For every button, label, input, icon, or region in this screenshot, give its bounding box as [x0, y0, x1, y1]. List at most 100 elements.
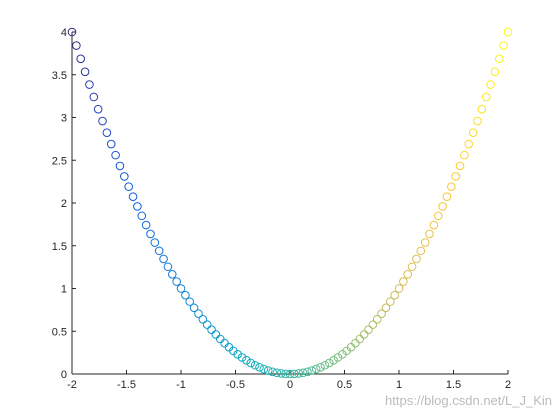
point — [438, 202, 447, 211]
point — [481, 92, 491, 102]
point — [207, 325, 216, 334]
point — [242, 356, 251, 365]
point — [163, 262, 173, 272]
point — [394, 284, 404, 293]
point — [189, 303, 199, 313]
point — [503, 27, 513, 37]
point — [259, 364, 269, 374]
y-tick-label: 3.5 — [52, 70, 67, 82]
point — [159, 254, 168, 264]
point — [290, 369, 299, 379]
point — [137, 211, 147, 221]
point — [106, 139, 116, 149]
point — [486, 80, 495, 89]
point — [324, 358, 334, 368]
point — [447, 182, 456, 192]
x-tick-label: -1.5 — [117, 379, 136, 391]
point — [246, 358, 256, 368]
point — [93, 104, 103, 114]
point — [464, 139, 474, 149]
point — [473, 116, 482, 126]
point — [167, 269, 177, 279]
point — [460, 150, 469, 160]
point — [268, 367, 277, 377]
point — [141, 220, 151, 230]
point — [433, 211, 443, 221]
y-tick-label: 1 — [61, 284, 67, 296]
point — [420, 238, 430, 247]
point — [111, 150, 120, 160]
point — [303, 367, 312, 377]
point — [477, 104, 487, 114]
point — [359, 330, 369, 339]
point — [372, 314, 382, 324]
point — [425, 229, 434, 239]
point — [272, 368, 282, 378]
point — [490, 67, 500, 77]
point — [250, 360, 260, 370]
x-tick-label: 0.5 — [337, 379, 352, 391]
point — [377, 309, 386, 318]
point — [333, 353, 343, 362]
point — [120, 172, 129, 181]
point — [494, 54, 504, 64]
point — [198, 314, 208, 324]
point — [442, 192, 452, 202]
point — [263, 366, 273, 375]
point — [294, 369, 304, 378]
x-tick-label: -1 — [176, 379, 186, 391]
point — [399, 277, 408, 286]
point — [429, 220, 439, 230]
point — [172, 277, 181, 286]
point — [150, 238, 160, 247]
point — [115, 161, 125, 171]
point — [455, 161, 465, 171]
point — [451, 172, 460, 181]
point — [202, 320, 212, 329]
point — [355, 334, 365, 344]
point — [320, 360, 330, 370]
point — [285, 369, 295, 379]
point — [211, 330, 221, 339]
point — [255, 362, 264, 372]
point — [98, 116, 107, 126]
point — [468, 128, 478, 137]
point — [307, 366, 317, 375]
point — [80, 67, 90, 77]
y-tick-label: 2 — [61, 198, 67, 210]
point — [316, 362, 325, 372]
point — [133, 202, 142, 211]
point — [403, 269, 413, 279]
y-tick-label: 0 — [61, 369, 67, 381]
point — [146, 229, 155, 239]
point — [89, 92, 99, 102]
point — [381, 303, 391, 313]
point — [76, 54, 86, 64]
point — [281, 369, 290, 379]
watermark: https://blog.csdn.net/L_J_Kin — [385, 393, 552, 408]
y-tick-label: 0.5 — [52, 326, 67, 338]
point — [102, 128, 112, 137]
point — [154, 246, 164, 256]
point — [385, 297, 395, 306]
point — [128, 192, 138, 202]
y-tick-label: 2.5 — [52, 155, 67, 167]
point — [67, 27, 77, 37]
point — [85, 80, 94, 89]
x-tick-label: 1.5 — [446, 379, 461, 391]
point — [185, 297, 195, 306]
point — [276, 369, 286, 378]
point — [72, 41, 81, 50]
x-tick-label: 1 — [396, 379, 402, 391]
y-tick-label: 4 — [61, 27, 67, 39]
y-tick-label: 3 — [61, 113, 67, 125]
x-tick-label: 0 — [287, 379, 293, 391]
point — [311, 364, 321, 374]
point — [194, 309, 203, 318]
point — [364, 325, 373, 334]
point — [407, 262, 417, 272]
point — [329, 356, 338, 365]
x-tick-label: -2 — [67, 379, 77, 391]
